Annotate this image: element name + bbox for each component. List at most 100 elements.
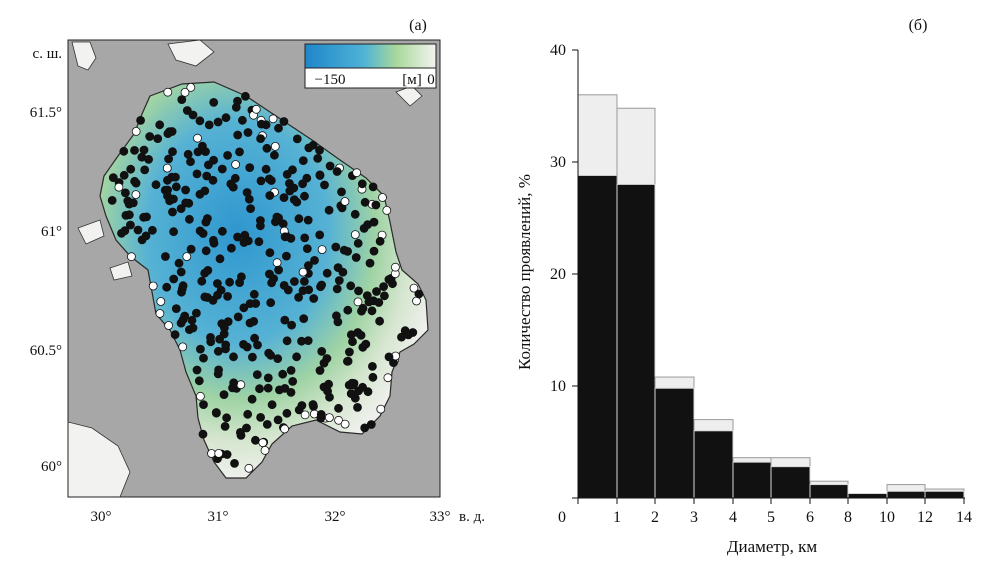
x-tick-label: 4: [729, 509, 737, 526]
active-point: [364, 297, 374, 307]
active-point: [219, 323, 229, 333]
histogram-bars: [577, 94, 965, 499]
inactive-point: [409, 283, 419, 293]
active-point: [235, 427, 245, 437]
inactive-point: [340, 197, 350, 206]
active-point: [131, 178, 141, 188]
active-point: [368, 182, 378, 192]
active-point: [375, 316, 385, 326]
x-tick-label: 12: [917, 509, 933, 526]
active-point: [206, 332, 215, 342]
active-point: [279, 117, 289, 126]
x-tick-label: 3: [690, 509, 698, 526]
active-point: [242, 423, 251, 433]
bar-active-8–10: [847, 493, 888, 499]
inactive-point: [180, 88, 190, 97]
active-point: [197, 276, 207, 286]
active-point: [363, 387, 373, 397]
active-point: [286, 365, 296, 375]
active-point: [124, 210, 134, 220]
active-point: [256, 412, 266, 422]
active-point: [274, 123, 283, 133]
active-point: [315, 170, 325, 180]
active-point: [367, 306, 377, 316]
active-point: [183, 149, 193, 159]
y-tick-label: 30: [550, 154, 566, 171]
active-point: [282, 169, 292, 179]
map-panel: −150 [м] 0 (а) с. ш. 61.5° 61° 60.5° 60°…: [30, 17, 485, 525]
small-lake-shape: [109, 261, 133, 281]
y-tick-label: 10: [550, 378, 566, 395]
lon-tick: 32°: [325, 509, 346, 525]
active-point: [182, 106, 192, 115]
active-point: [237, 115, 247, 125]
active-point: [371, 200, 381, 210]
active-point: [141, 231, 151, 241]
active-point: [262, 143, 272, 153]
active-point: [325, 161, 335, 171]
active-point: [208, 295, 218, 305]
active-point: [139, 145, 149, 155]
active-point: [199, 400, 208, 410]
active-point: [176, 204, 186, 214]
inactive-point: [155, 309, 165, 318]
active-point: [215, 254, 225, 264]
inactive-point: [195, 391, 205, 401]
active-point: [247, 352, 257, 362]
active-point: [245, 163, 255, 173]
active-point: [256, 134, 266, 144]
inactive-point: [258, 438, 268, 448]
active-point: [201, 246, 211, 256]
active-point: [266, 350, 276, 360]
active-point: [284, 178, 294, 188]
active-point: [203, 265, 213, 275]
active-point: [162, 175, 172, 185]
active-point: [169, 274, 179, 284]
colorbar: −150 [м] 0: [304, 43, 437, 89]
gulf-shape: [68, 421, 131, 497]
active-point: [233, 312, 243, 322]
active-point: [130, 145, 139, 155]
x-tick-label: 1: [613, 509, 621, 526]
active-point: [348, 337, 357, 347]
active-point: [243, 128, 253, 137]
active-point: [298, 179, 308, 189]
active-point: [292, 134, 302, 144]
colorbar-unit-label: [м]: [402, 72, 421, 88]
active-point: [323, 386, 333, 396]
small-lake-shape: [77, 219, 105, 245]
active-point: [217, 164, 227, 174]
active-point: [242, 188, 252, 197]
active-point: [281, 251, 291, 261]
inactive-point: [334, 415, 344, 425]
x-tick-label: 2: [651, 509, 659, 526]
inactive-point: [352, 168, 362, 178]
inactive-point: [300, 410, 310, 420]
manifestation-dots: [107, 83, 424, 473]
inactive-point: [280, 424, 290, 434]
y-tick-label: 20: [550, 266, 566, 283]
active-point: [242, 342, 252, 352]
active-point: [147, 225, 157, 235]
active-point: [365, 258, 375, 268]
small-lake-shape: [71, 41, 97, 71]
active-point: [174, 258, 184, 268]
active-point: [324, 205, 334, 215]
active-point: [186, 244, 196, 254]
active-point: [288, 376, 298, 386]
active-point: [187, 315, 197, 325]
active-point: [125, 220, 135, 230]
lat-tick: 61.5°: [30, 105, 62, 121]
active-point: [320, 180, 329, 190]
active-point: [350, 209, 360, 219]
active-point: [278, 369, 288, 379]
active-point: [334, 276, 344, 285]
active-point: [233, 232, 243, 242]
active-point: [353, 238, 363, 248]
active-point: [265, 191, 275, 200]
active-point: [153, 134, 163, 144]
active-point: [163, 129, 173, 139]
active-point: [107, 195, 117, 205]
x-axis-ticks: 0 1 2 3 4 5 6 8 10 12 14: [558, 498, 972, 526]
